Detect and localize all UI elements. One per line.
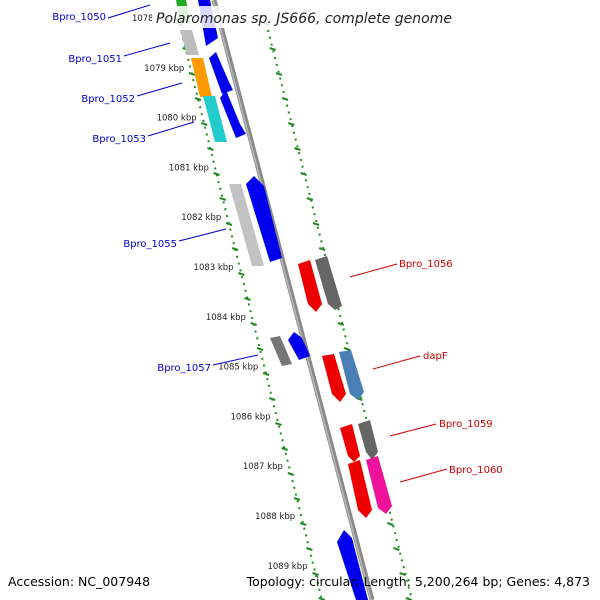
- forward-major-tick: [225, 222, 233, 226]
- gene-bpro-1059[interactable]: [340, 424, 360, 462]
- forward-major-tick: [244, 297, 251, 301]
- gene-bpro-1053[interactable]: [220, 90, 246, 138]
- bpro-1060-leader: [399, 468, 448, 483]
- forward-major-tick: [250, 322, 258, 326]
- bpro-1050-label[interactable]: Bpro_1050: [52, 12, 106, 23]
- bpro-1052-leader: [136, 82, 183, 97]
- bpro-1053-leader: [147, 121, 195, 137]
- gene-bpro-1052-orange[interactable]: [191, 58, 212, 97]
- bpro-1059-label[interactable]: Bpro_1059: [439, 419, 493, 430]
- reverse-major-tick: [393, 547, 400, 551]
- gene-bpro-1051[interactable]: [180, 30, 199, 55]
- kbp-labels: 1078 kbp 1079 kbp 1080 kbp 1081 kbp 1082 kbp…: [132, 14, 308, 572]
- genome-backbone: [211, 0, 375, 600]
- forward-major-tick: [188, 72, 196, 76]
- kbp-label: 1089 kbp: [267, 562, 307, 572]
- reverse-major-tick: [306, 197, 314, 201]
- kbp-label: 1085 kbp: [218, 363, 258, 373]
- reverse-major-tick: [318, 247, 326, 251]
- genome-backbone-highlight: [212, 0, 372, 600]
- reverse-major-tick: [343, 347, 351, 351]
- bpro-1060-label[interactable]: Bpro_1060: [449, 465, 503, 476]
- forward-gene-labels: Bpro_1050 Bpro_1051 Bpro_1052 Bpro_1053 …: [52, 4, 259, 374]
- topology-text: Topology: circular; Length: 5,200,264 bp…: [246, 574, 590, 589]
- reverse-major-tick: [281, 97, 289, 101]
- gene-bottom-blue[interactable]: [337, 530, 368, 600]
- gene-bpro-1053-cyan[interactable]: [203, 96, 227, 142]
- bpro-1057-leader: [212, 354, 259, 366]
- reverse-major-tick: [337, 322, 345, 326]
- forward-major-tick: [299, 522, 307, 526]
- forward-major-tick: [207, 147, 214, 151]
- reverse-major-tick: [399, 572, 406, 576]
- forward-tick-rail: [177, 17, 323, 600]
- forward-major-tick: [256, 347, 264, 351]
- dapf-label[interactable]: dapF: [423, 351, 448, 362]
- gene-bpro-1055[interactable]: [246, 176, 282, 262]
- reverse-major-tick: [269, 47, 277, 51]
- kbp-label: 1084 kbp: [206, 313, 246, 323]
- kbp-label: 1081 kbp: [169, 163, 209, 173]
- kbp-label: 1083 kbp: [194, 263, 234, 273]
- gene-bpro-1056[interactable]: [298, 260, 322, 312]
- kbp-label: 1078 kbp: [132, 14, 172, 24]
- bpro-1055-label[interactable]: Bpro_1055: [123, 239, 177, 250]
- kbp-label: 1087 kbp: [243, 462, 283, 472]
- bpro-1050-leader: [107, 4, 151, 19]
- gene-bpro-1060-magenta[interactable]: [366, 456, 392, 514]
- gene-bpro-1060[interactable]: [348, 460, 372, 518]
- gene-dapf[interactable]: [322, 354, 346, 402]
- accession-text: Accession: NC_007948: [8, 574, 150, 589]
- forward-major-tick: [306, 547, 313, 551]
- bpro-1059-leader: [389, 423, 437, 437]
- bpro-1051-label[interactable]: Bpro_1051: [68, 54, 122, 65]
- reverse-major-tick: [312, 222, 320, 226]
- kbp-label: 1082 kbp: [181, 213, 221, 223]
- reverse-major-tick: [300, 172, 307, 176]
- forward-major-tick: [262, 372, 270, 376]
- reverse-strand-genes: [298, 256, 392, 518]
- bpro-1053-label[interactable]: Bpro_1053: [92, 134, 146, 145]
- gene-bpro-1055-grey[interactable]: [229, 184, 264, 266]
- gene-dapf-blue[interactable]: [339, 350, 364, 400]
- kbp-label: 1088 kbp: [255, 512, 295, 522]
- forward-major-tick: [275, 422, 282, 426]
- gene-bpro-1059-grey[interactable]: [358, 420, 378, 460]
- kbp-label: 1080 kbp: [157, 114, 197, 124]
- kbp-label: 1086 kbp: [231, 412, 271, 422]
- forward-major-tick: [312, 572, 319, 576]
- bpro-1056-label[interactable]: Bpro_1056: [399, 259, 453, 270]
- forward-major-tick: [200, 122, 208, 126]
- gene-bpro-1052[interactable]: [209, 52, 233, 94]
- bpro-1051-leader: [123, 42, 171, 57]
- reverse-gene-labels: Bpro_1056 dapF Bpro_1059 Bpro_1060: [349, 259, 503, 483]
- reverse-major-tick: [287, 122, 295, 126]
- map-title: Polaromonas sp. JS666, complete genome: [156, 11, 452, 27]
- reverse-major-tick: [386, 522, 394, 526]
- forward-major-tick: [287, 472, 295, 476]
- forward-major-tick: [281, 447, 288, 451]
- forward-major-tick: [231, 247, 239, 251]
- reverse-major-tick: [294, 147, 301, 151]
- dapf-leader: [372, 355, 421, 370]
- bpro-1055-leader: [178, 228, 227, 242]
- gene-bpro-1056-grey[interactable]: [315, 256, 342, 310]
- bpro-1052-label[interactable]: Bpro_1052: [81, 94, 135, 105]
- bpro-1056-leader: [349, 263, 398, 278]
- gene-bpro-1057-grey[interactable]: [270, 336, 292, 366]
- forward-major-tick: [219, 197, 227, 201]
- forward-major-tick: [194, 97, 202, 101]
- title-background: [152, 6, 448, 28]
- kbp-label: 1079 kbp: [144, 64, 184, 74]
- reverse-major-tick: [275, 72, 283, 76]
- forward-major-tick: [293, 497, 301, 501]
- forward-major-tick: [238, 272, 245, 276]
- forward-major-tick: [268, 397, 276, 401]
- gene-bpro-1057[interactable]: [288, 332, 310, 360]
- forward-major-tick: [213, 172, 220, 176]
- bpro-1057-label[interactable]: Bpro_1057: [157, 363, 211, 374]
